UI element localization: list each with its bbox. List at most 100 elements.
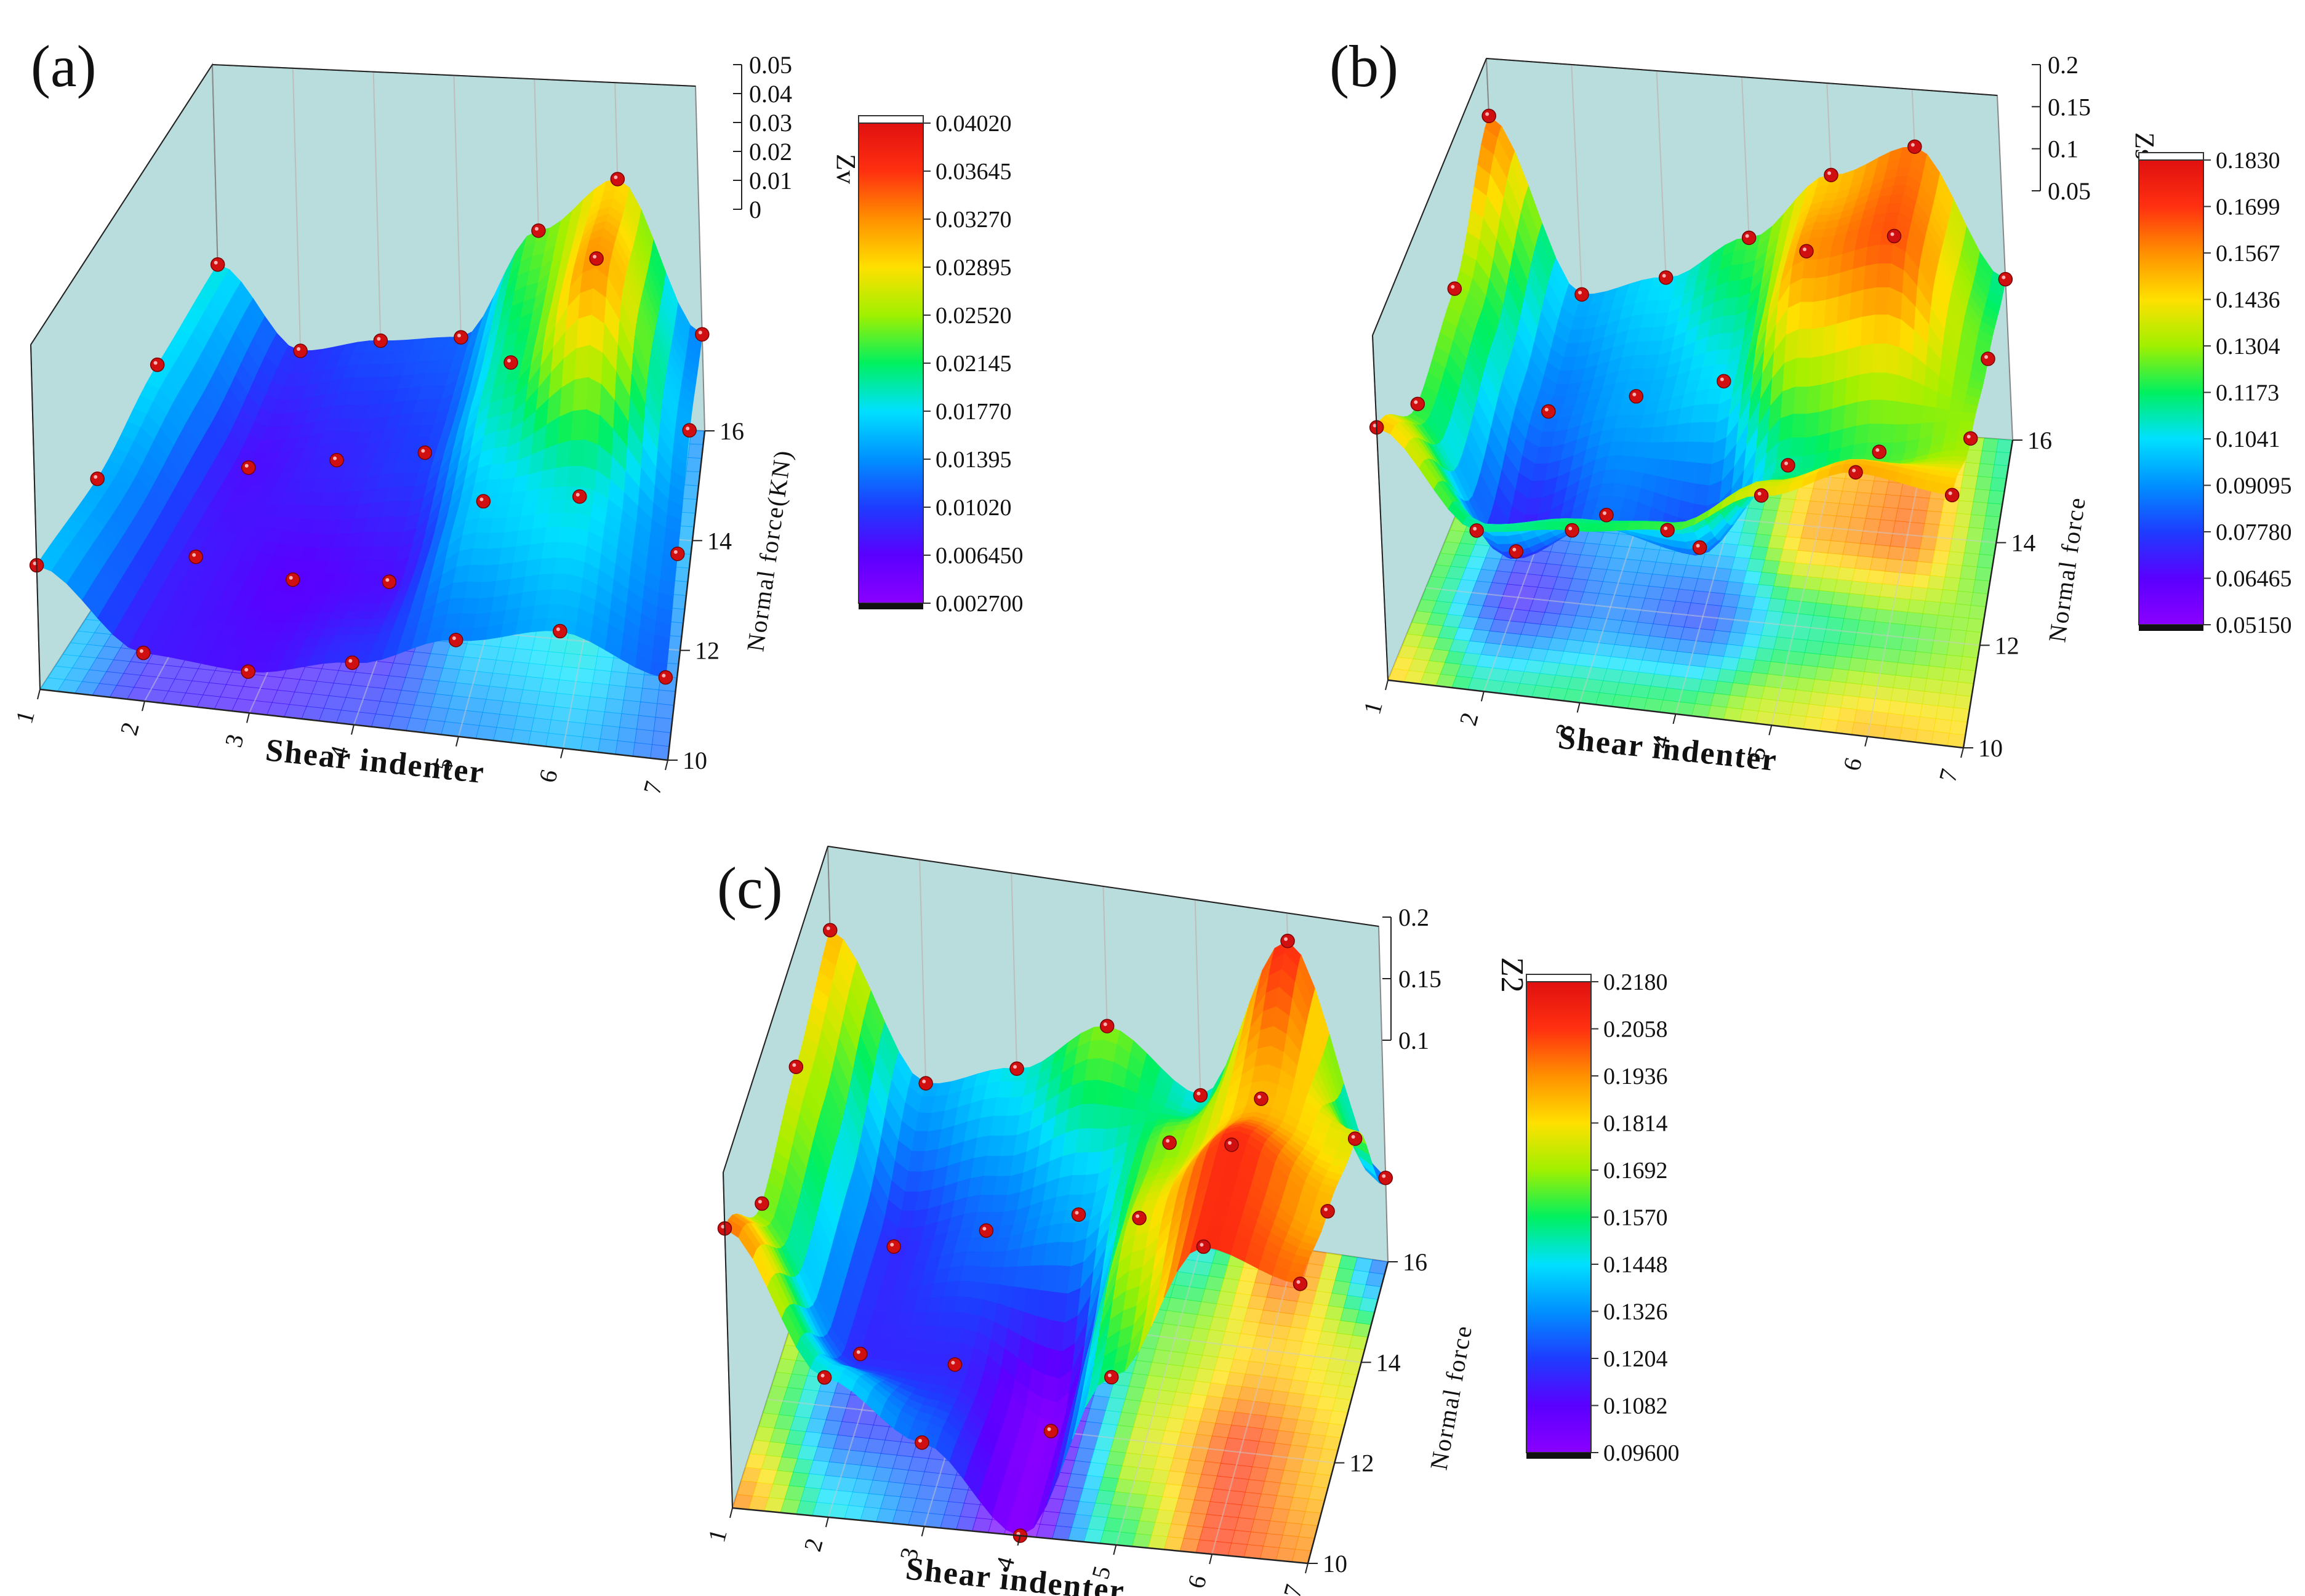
colorbar-tick-label: 0.1936 xyxy=(1603,1064,1668,1089)
x-tick-label: 1 xyxy=(10,707,40,726)
y-tick-label: 12 xyxy=(1995,632,2019,659)
data-point xyxy=(293,343,308,358)
panel-label: (c) xyxy=(717,855,783,921)
colorbar-tick-label: 0.02895 xyxy=(936,255,1012,281)
x-tick-label: 1 xyxy=(702,1526,732,1545)
y-tick-label: 10 xyxy=(1978,734,2003,762)
data-point xyxy=(1481,108,1496,124)
data-point xyxy=(1799,244,1814,259)
data-point xyxy=(886,1239,901,1254)
data-point xyxy=(1469,523,1484,538)
data-point xyxy=(1907,139,1922,154)
colorbar-tick-label: 0.2058 xyxy=(1603,1017,1668,1043)
z-tick-label: 0.02 xyxy=(749,138,792,166)
data-point xyxy=(658,670,673,685)
data-point xyxy=(1293,1277,1308,1291)
data-point xyxy=(1541,404,1556,419)
x-tick-label: 7 xyxy=(1933,766,1963,785)
colorbar-tick-label: 0.1041 xyxy=(2216,427,2280,452)
data-point xyxy=(1754,488,1769,503)
y-tick-label: 14 xyxy=(1376,1349,1401,1376)
y-tick-label: 14 xyxy=(707,527,732,555)
data-point xyxy=(947,1357,963,1372)
data-point xyxy=(1410,396,1425,412)
colorbar-c: 0.2180 0.2058 0.1936 0.1814 0.1692 0.1570 0.14… xyxy=(1526,969,1680,1466)
colorbar-tick-label: 0.01020 xyxy=(936,495,1012,521)
data-point xyxy=(915,1435,929,1450)
data-point xyxy=(755,1196,769,1211)
y-tick-label: 16 xyxy=(2027,427,2052,454)
data-point xyxy=(1320,1204,1335,1219)
colorbar-tick-label: 0.04020 xyxy=(936,111,1012,137)
data-point xyxy=(1717,374,1731,389)
data-point xyxy=(1741,230,1757,246)
z-tick-label: 0.05 xyxy=(749,51,792,79)
y-tick-label: 12 xyxy=(1349,1450,1374,1477)
data-point xyxy=(788,1059,804,1075)
data-point xyxy=(1824,167,1838,183)
x-tick-label: 2 xyxy=(114,720,145,739)
panel-label: (b) xyxy=(1329,33,1398,99)
colorbar-tick-label: 0.1082 xyxy=(1603,1393,1668,1419)
x-tick-label: 7 xyxy=(1278,1581,1308,1596)
data-point xyxy=(1658,270,1674,285)
x-axis-title: Shear indenter xyxy=(1557,720,1779,778)
z-tick-label: 0.05 xyxy=(2048,177,2091,205)
data-point xyxy=(1254,1091,1269,1106)
y-axis-title: Normal force xyxy=(1425,1323,1478,1472)
z-axis-title: Zv xyxy=(831,154,861,184)
data-point xyxy=(1104,1369,1119,1385)
data-point xyxy=(1043,1424,1059,1438)
x-tick-label: 2 xyxy=(1454,710,1484,729)
data-point xyxy=(188,549,203,564)
y-tick-label: 16 xyxy=(1403,1248,1427,1276)
data-point xyxy=(817,1370,832,1385)
data-point xyxy=(285,572,300,587)
data-point xyxy=(210,257,225,272)
data-point xyxy=(1944,487,1960,503)
z-tick-label: 0.03 xyxy=(749,109,792,137)
colorbar-tick-label: 0.09600 xyxy=(1603,1440,1680,1466)
z-tick-label: 0.15 xyxy=(1398,965,1441,993)
z-tick-label: 0.1 xyxy=(1398,1027,1429,1054)
colorbar-tick-label: 0.03645 xyxy=(936,159,1012,185)
x-tick-label: 1 xyxy=(1358,698,1388,717)
colorbar-tick-label: 0.03270 xyxy=(936,207,1012,233)
colorbar-tick-label: 0.01770 xyxy=(936,399,1012,425)
data-point xyxy=(1378,1171,1393,1185)
data-point xyxy=(1981,351,1995,366)
data-point xyxy=(1196,1239,1211,1254)
data-point xyxy=(503,355,518,370)
colorbar-tick-label: 0.01395 xyxy=(936,447,1012,473)
y-tick-label: 16 xyxy=(720,417,744,445)
data-point xyxy=(1132,1211,1147,1225)
colorbar-tick-label: 0.1173 xyxy=(2216,380,2279,406)
data-point xyxy=(150,357,165,372)
colorbar-gradient xyxy=(2138,159,2204,625)
y-tick-label: 10 xyxy=(1323,1550,1347,1578)
data-point xyxy=(449,633,463,648)
surface-mesh xyxy=(1376,115,2006,559)
z-tick-label: 0 xyxy=(749,196,761,223)
data-points xyxy=(29,172,710,685)
data-point xyxy=(1692,540,1707,555)
data-point xyxy=(853,1346,868,1361)
data-point xyxy=(382,574,397,590)
z-tick-label: 0.01 xyxy=(749,167,792,194)
data-point xyxy=(572,489,587,504)
y-tick-label: 14 xyxy=(2011,529,2035,557)
data-point xyxy=(531,223,546,238)
data-point xyxy=(670,547,685,561)
data-point xyxy=(1781,458,1795,473)
data-point xyxy=(1100,1019,1115,1033)
x-tick-label: 6 xyxy=(1837,755,1867,774)
data-point xyxy=(136,646,151,660)
data-point xyxy=(1660,523,1675,538)
data-point xyxy=(417,445,433,460)
